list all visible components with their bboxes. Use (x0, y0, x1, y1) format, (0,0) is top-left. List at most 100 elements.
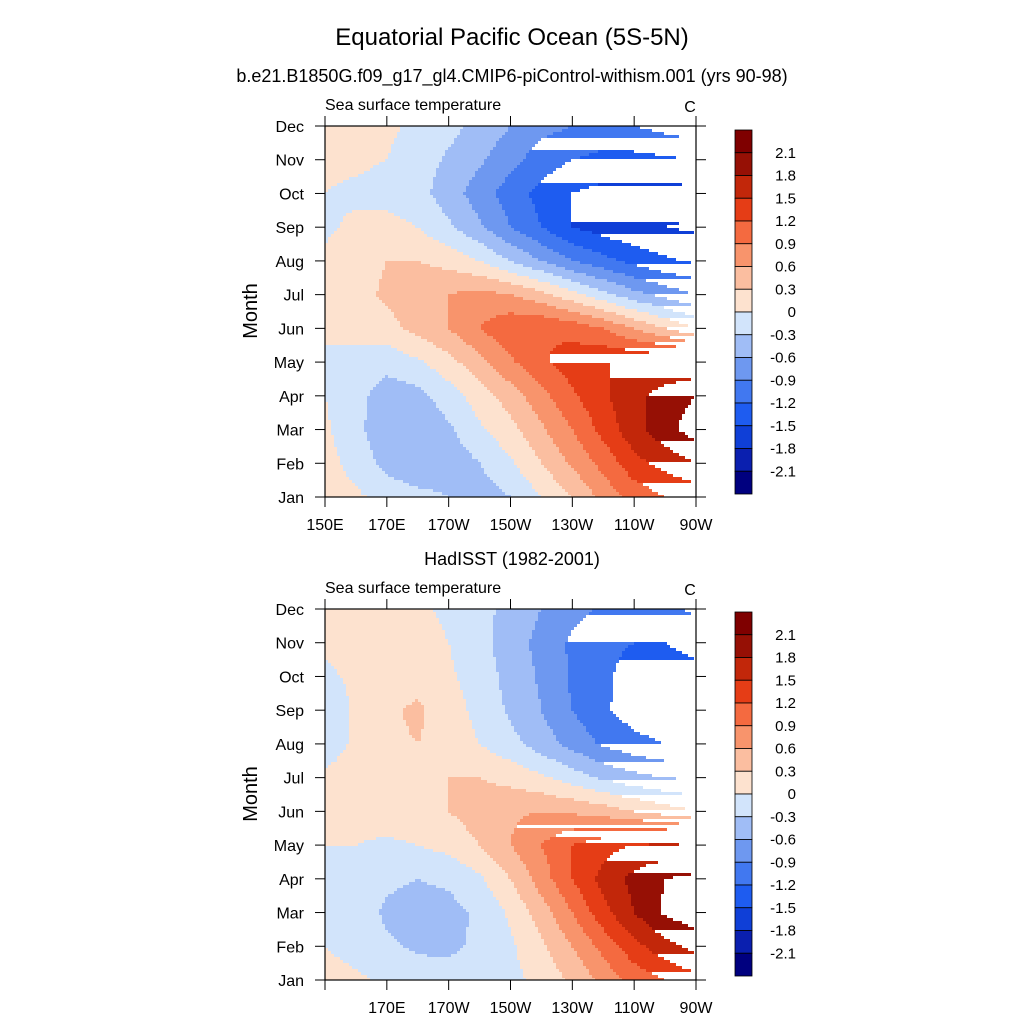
contour-fill (511, 723, 547, 726)
contour-fill (325, 240, 328, 243)
contour-fill (325, 279, 379, 282)
contour-fill (349, 735, 412, 738)
contour-fill (514, 729, 553, 732)
contour-fill (610, 378, 691, 381)
contour-fill (574, 270, 613, 273)
contour-fill (532, 237, 562, 240)
contour-fill (658, 315, 694, 318)
contour-fill (325, 207, 442, 210)
contour-fill (523, 765, 568, 768)
colorbar-label: -0.9 (770, 854, 796, 871)
contour-fill (601, 924, 622, 927)
contour-fill (361, 972, 523, 975)
contour-fill (490, 318, 559, 321)
contour-fill (328, 411, 367, 414)
contour-fill (325, 900, 385, 903)
contour-fill (385, 927, 466, 930)
contour-fill (547, 468, 574, 471)
contour-fill (448, 324, 481, 327)
contour-fill (631, 444, 664, 447)
contour-fill (487, 747, 532, 750)
contour-fill (541, 846, 571, 849)
contour-fill (325, 210, 352, 213)
contour-fill (547, 858, 571, 861)
contour-fill (472, 456, 511, 459)
contour-fill (325, 711, 349, 714)
contour-fill (553, 915, 574, 918)
contour-fill (379, 912, 469, 915)
contour-fill (325, 411, 328, 414)
contour-fill (328, 417, 367, 420)
contour-fill (496, 141, 538, 144)
contour-fill (634, 906, 661, 909)
contour-fill (628, 471, 667, 474)
contour-fill (550, 906, 568, 909)
contour-fill (616, 312, 649, 315)
contour-fill (475, 729, 514, 732)
contour-fill (424, 708, 466, 711)
contour-fill (523, 741, 559, 744)
contour-fill (499, 486, 532, 489)
contour-fill (325, 219, 343, 222)
contour-fill (553, 438, 577, 441)
contour-fill (520, 231, 550, 234)
contour-fill (427, 234, 466, 237)
contour-fill (646, 945, 682, 948)
contour-fill (466, 705, 505, 708)
contour-fill (610, 393, 649, 396)
contour-fill (466, 186, 499, 189)
contour-fill (508, 270, 544, 273)
contour-fill (487, 474, 523, 477)
colorbar-label: 0.6 (775, 741, 796, 758)
contour-fill (571, 876, 595, 879)
contour-fill (433, 849, 484, 852)
contour-fill (613, 405, 646, 408)
contour-fill (325, 846, 424, 849)
contour-fill (490, 855, 520, 858)
contour-fill (325, 612, 436, 615)
contour-fill (553, 912, 574, 915)
contour-fill (508, 876, 532, 879)
contour-fill (325, 447, 337, 450)
contour-fill (493, 642, 529, 645)
contour-fill (559, 369, 610, 372)
contour-fill (526, 906, 550, 909)
contour-fill (448, 801, 589, 804)
contour-fill (520, 471, 550, 474)
contour-fill (562, 972, 589, 975)
contour-fill (454, 663, 496, 666)
contour-fill (502, 135, 547, 138)
contour-fill (457, 360, 487, 363)
contour-fill (604, 318, 634, 321)
contour-fill (559, 891, 580, 894)
contour-fill (496, 666, 535, 669)
contour-fill (475, 174, 508, 177)
contour-fill (325, 630, 445, 633)
contour-fill (544, 717, 577, 720)
contour-fill (325, 462, 340, 465)
contour-fill (472, 867, 502, 870)
contour-fill (514, 939, 544, 942)
contour-fill (484, 162, 520, 165)
contour-fill (325, 231, 334, 234)
contour-fill (466, 825, 517, 828)
contour-fill (541, 420, 568, 423)
contour-fill (484, 879, 511, 882)
contour-fill (325, 618, 439, 621)
contour-fill (346, 684, 460, 687)
contour-fill (601, 471, 628, 474)
contour-fill (451, 855, 490, 858)
contour-fill (589, 324, 625, 327)
contour-fill (511, 837, 550, 840)
contour-fill (439, 165, 481, 168)
contour-fill (628, 645, 670, 648)
contour-fill (583, 894, 604, 897)
contour-fill (400, 942, 466, 945)
contour-fill (535, 669, 568, 672)
contour-fill (457, 675, 499, 678)
contour-fill (544, 465, 571, 468)
contour-fill (325, 972, 361, 975)
contour-fill (520, 819, 643, 822)
contour-fill (448, 300, 535, 303)
contour-fill (628, 441, 661, 444)
